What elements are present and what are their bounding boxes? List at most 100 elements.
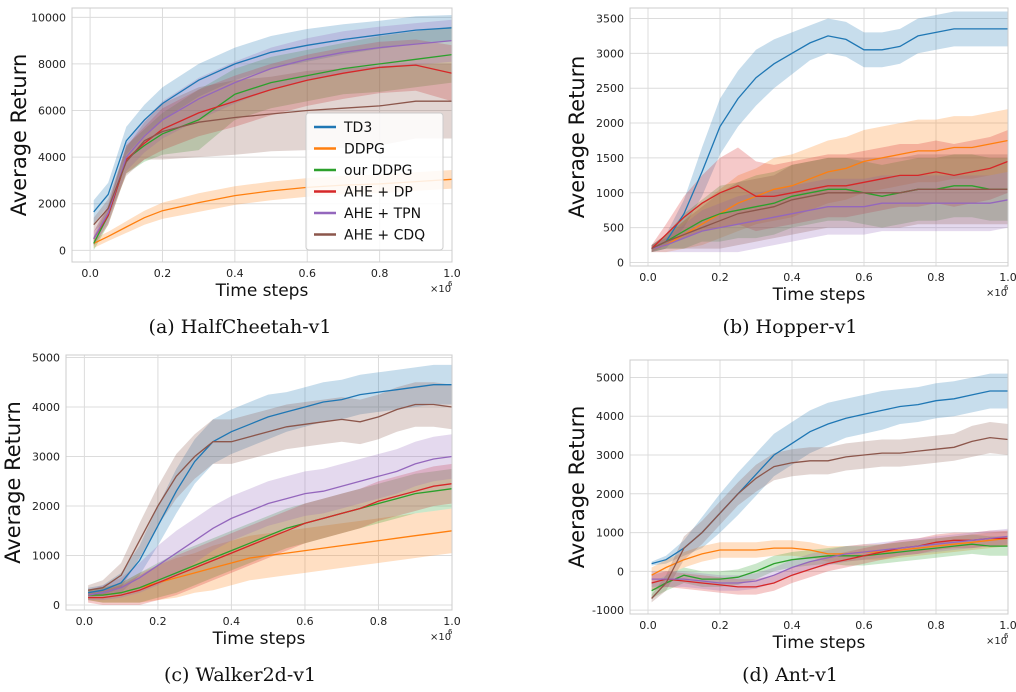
line-ahe-dp — [88, 483, 453, 599]
band-ddpg — [651, 109, 1008, 253]
line-td3 — [651, 28, 1008, 250]
y-tick-label: 1000 — [32, 550, 60, 563]
caption-hopper: (b) Hopper-v1 — [722, 316, 858, 338]
x-multiplier: ×10 — [986, 288, 1007, 299]
x-tick-label: 1.0 — [443, 615, 461, 628]
x-tick-label: 0.2 — [711, 619, 729, 632]
line-ahe-tpn — [93, 39, 453, 240]
x-tick-label: 1.0 — [999, 271, 1016, 284]
plot-frame — [71, 7, 453, 263]
y-tick-label: 500 — [603, 222, 624, 235]
caption-halfcheetah: (a) HalfCheetah-v1 — [148, 316, 332, 338]
x-tick-label: 0.6 — [298, 267, 316, 280]
x-tick-label: 0.8 — [371, 267, 389, 280]
x-multiplier-exponent: 6 — [448, 628, 453, 636]
y-tick-label: 0 — [617, 257, 624, 270]
band-ahe-tpn — [651, 171, 1008, 253]
x-tick-label: 0.6 — [296, 615, 314, 628]
line-ahe-tpn — [651, 199, 1009, 250]
chart-2: 0 500 1000 1500 2000 2500 3000 3500 0.0 0.2 0.4 0.6… — [565, 7, 1016, 305]
x-axis-label: Time steps — [772, 633, 866, 653]
plot-area — [66, 355, 452, 610]
plot-frame — [629, 7, 1009, 267]
band-td3 — [651, 373, 1008, 566]
y-tick-label: 2000 — [596, 488, 624, 501]
y-tick-label: 10000 — [31, 11, 66, 24]
y-tick-label: 3000 — [596, 449, 624, 462]
line-ahe-tpn — [651, 535, 1009, 584]
x-tick-label: 0.0 — [639, 271, 657, 284]
x-tick-label: 0.4 — [223, 615, 241, 628]
line-ahe-cdq — [93, 100, 452, 226]
x-multiplier: ×10 — [430, 284, 451, 295]
y-tick-label: 1000 — [596, 527, 624, 540]
y-tick-label: 0 — [53, 599, 60, 612]
x-multiplier: ×10 — [430, 632, 451, 643]
y-tick-label: 4000 — [32, 401, 60, 414]
band-td3 — [651, 11, 1008, 253]
legend-label-ahe-cdq: AHE + CDQ — [344, 228, 425, 244]
y-tick-label: 5000 — [596, 371, 624, 384]
line-ddpg — [651, 139, 1009, 250]
y-axis-label: Average Return — [7, 54, 31, 217]
chart-1: 0 2000 4000 6000 8000 10000 0.0 0.2 0.4 0.6 0.8 1.0… — [7, 7, 461, 301]
y-tick-label: 2000 — [32, 500, 60, 513]
band-ahe-cdq — [93, 63, 452, 232]
band-td3 — [93, 15, 452, 224]
y-tick-label: 8000 — [38, 58, 66, 71]
band-ahe-cdq — [88, 382, 452, 596]
x-tick-label: 0.8 — [370, 615, 388, 628]
line-td3 — [93, 27, 453, 213]
line-ahe-cdq — [87, 403, 453, 591]
y-tick-label: 3000 — [32, 451, 60, 464]
line-ddpg — [651, 537, 1009, 576]
x-multiplier: ×10 — [986, 636, 1007, 647]
band-ahe-cdq — [651, 422, 1008, 603]
x-tick-label: 0.2 — [154, 267, 172, 280]
band-ahe-tpn — [651, 528, 1008, 591]
x-tick-label: 1.0 — [999, 619, 1016, 632]
band-our-ddpg — [651, 154, 1008, 253]
legend-label-td3: TD3 — [343, 120, 372, 136]
y-tick-label: 1000 — [596, 187, 624, 200]
y-axis-label: Average Return — [1, 401, 25, 564]
y-tick-label: 4000 — [596, 410, 624, 423]
line-our-ddpg — [651, 185, 1008, 250]
caption-walker2d: (c) Walker2d-v1 — [163, 664, 317, 686]
legend-label-ahe-tpn: AHE + TPN — [344, 206, 421, 222]
legend-label-ddpg: DDPG — [344, 142, 385, 158]
x-tick-label: 0.4 — [783, 271, 801, 284]
y-tick-label: 2000 — [596, 117, 624, 130]
x-tick-label: 0.0 — [76, 615, 94, 628]
band-ahe-dp — [651, 130, 1008, 253]
plot-frame — [65, 354, 453, 611]
band-td3 — [88, 364, 452, 598]
line-our-ddpg — [88, 488, 453, 596]
caption-ant: (d) Ant-v1 — [742, 664, 838, 686]
legend-label-our-ddpg: our DDPG — [344, 163, 413, 179]
chart-4: -1000 0 1000 2000 3000 4000 5000 0.0 0.2 0.4 0.6 0.… — [565, 359, 1016, 653]
band-our-ddpg — [93, 26, 452, 251]
y-axis-label: Average Return — [565, 406, 589, 569]
x-axis-label: Time steps — [212, 629, 306, 649]
x-tick-label: 0.2 — [149, 615, 167, 628]
x-tick-label: 0.8 — [927, 619, 945, 632]
x-tick-label: 0.0 — [81, 267, 99, 280]
y-tick-label: 3000 — [596, 47, 624, 60]
x-tick-label: 0.8 — [927, 271, 945, 284]
legend-label-ahe-dp: AHE + DP — [344, 185, 413, 201]
x-multiplier-exponent: 6 — [1004, 284, 1009, 292]
x-tick-label: 0.0 — [639, 619, 657, 632]
line-ahe-tpn — [87, 455, 453, 596]
legend-box — [305, 112, 444, 251]
line-our-ddpg — [651, 543, 1008, 592]
y-tick-label: 0 — [59, 244, 66, 257]
y-tick-label: 5000 — [32, 351, 60, 364]
line-ahe-dp — [651, 160, 1009, 250]
plot-area — [630, 8, 1008, 266]
plot-frame — [629, 359, 1009, 615]
x-tick-label: 0.6 — [855, 271, 873, 284]
x-tick-label: 0.6 — [855, 619, 873, 632]
line-ahe-cdq — [651, 188, 1008, 250]
